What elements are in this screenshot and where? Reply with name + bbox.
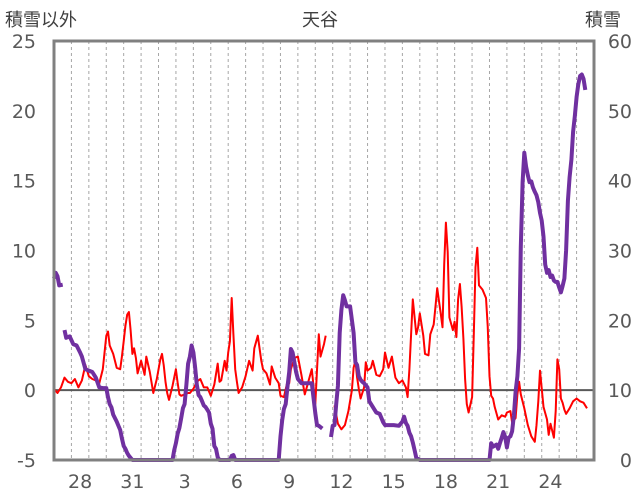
y-tick-label: 25 bbox=[12, 31, 36, 53]
snow-depth-line-segment-3 bbox=[329, 72, 588, 462]
x-axis-ticks: 28 31 3 6 9 12 15 18 21 24 bbox=[68, 471, 563, 493]
other-line-segment-2 bbox=[333, 221, 588, 443]
x-tick-label: 24 bbox=[538, 471, 562, 493]
other-line-segment-1 bbox=[53, 297, 327, 406]
y-tick-label: 20 bbox=[12, 101, 36, 123]
y-tick-label: 0 bbox=[24, 380, 36, 402]
y2-tick-label: 0 bbox=[620, 450, 632, 472]
x-tick-label: 3 bbox=[179, 471, 191, 493]
left-axis-ticks: 25 20 15 10 5 0 -5 bbox=[12, 31, 36, 472]
y2-tick-label: 10 bbox=[608, 380, 632, 402]
x-tick-label: 6 bbox=[231, 471, 243, 493]
y-tick-label: 15 bbox=[12, 171, 36, 193]
x-tick-label: 18 bbox=[434, 471, 458, 493]
snow-depth-line-segment-2 bbox=[62, 329, 324, 462]
x-tick-label: 31 bbox=[120, 471, 144, 493]
chart-title: 天谷 bbox=[302, 10, 338, 31]
y2-tick-label: 50 bbox=[608, 101, 632, 123]
left-axis-label: 積雪以外 bbox=[5, 10, 77, 31]
right-axis-ticks: 60 50 40 30 20 10 0 bbox=[608, 31, 632, 472]
x-tick-label: 28 bbox=[68, 471, 92, 493]
y2-tick-label: 60 bbox=[608, 31, 632, 53]
vertical-gridlines bbox=[70, 41, 578, 460]
x-tick-label: 9 bbox=[283, 471, 295, 493]
y-tick-label: 10 bbox=[12, 241, 36, 263]
x-tick-label: 15 bbox=[382, 471, 406, 493]
y2-tick-label: 30 bbox=[608, 241, 632, 263]
right-axis-label: 積雪 bbox=[585, 10, 621, 31]
plot-series bbox=[52, 72, 588, 462]
y-tick-label: 5 bbox=[24, 310, 36, 332]
plot-frame bbox=[52, 39, 596, 462]
y2-tick-label: 20 bbox=[608, 310, 632, 332]
x-tick-label: 12 bbox=[329, 471, 353, 493]
y2-tick-label: 40 bbox=[608, 171, 632, 193]
x-tick-label: 21 bbox=[486, 471, 510, 493]
y-tick-label: -5 bbox=[17, 450, 36, 472]
